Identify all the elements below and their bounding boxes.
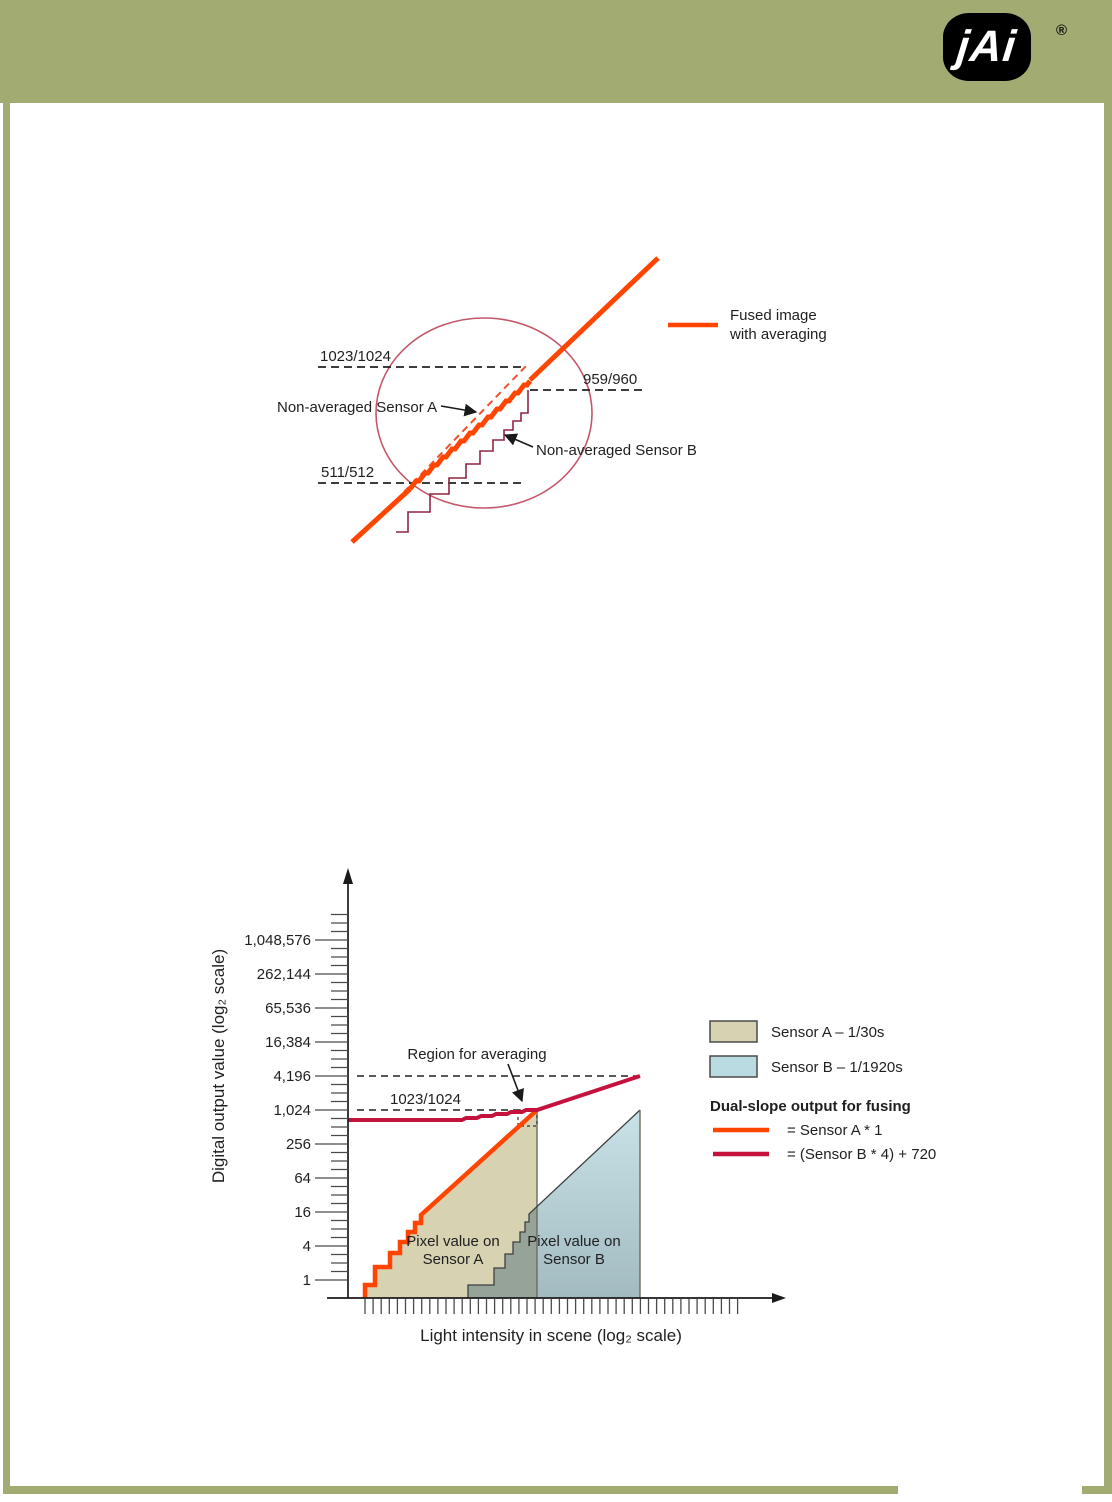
sensor-b-area-label-line1: Pixel value on [527,1233,620,1250]
averaging-region-label: Region for averaging [407,1046,546,1063]
level-511-label: 511/512 [321,464,374,481]
y-tick-label: 16,384 [265,1034,311,1051]
x-axis-ticks [364,1299,739,1314]
x-axis-arrow-icon [772,1293,786,1303]
y-tick-label: 16 [294,1204,311,1221]
fusion-legend: Fused image with averaging [668,307,827,343]
y-axis-arrow-icon [343,868,353,884]
right-border [1104,103,1112,1494]
level-1023-label: 1023/1024 [320,348,391,365]
y-tick-label: 1,048,576 [244,932,311,949]
legend-label-fuse-a: = Sensor A * 1 [787,1122,883,1139]
y-tick-label: 4 [303,1238,311,1255]
y-tick-label: 1 [303,1272,311,1289]
sensor-b-staircase [396,390,529,533]
legend-dual-slope-title: Dual-slope output for fusing [710,1098,911,1115]
y-axis-ticks [315,913,348,1281]
fused-line-averaged-steps [408,379,532,491]
sensor-a-arrow [440,403,478,417]
legend-label-fuse-b: = (Sensor B * 4) + 720 [787,1146,936,1163]
top-banner [0,0,1112,103]
fusion-diagram: 1023/1024 959/960 511/512 Non-averaged S… [277,256,827,544]
sensor-overlap-area [468,1206,537,1298]
y-tick-label: 256 [286,1136,311,1153]
y-tick-labels: 1 4 16 64 256 1,024 4,196 16,384 65,536 … [244,932,311,1289]
fusion-legend-label-line2: with averaging [729,326,827,343]
left-border [3,103,10,1494]
sensor-b-label: Non-averaged Sensor B [536,442,697,459]
sensor-a-label: Non-averaged Sensor A [277,399,437,416]
y-tick-label: 64 [294,1170,311,1187]
sensor-a-area-label-line2: Sensor A [423,1251,484,1268]
clip-level-label: 1023/1024 [390,1091,461,1108]
sensor-a-area [365,1110,537,1298]
chart-legend: Sensor A – 1/30s Sensor B – 1/1920s Dual… [709,1020,936,1163]
legend-label-sensor-a: Sensor A – 1/30s [771,1024,884,1041]
sensor-b-area-label-line2: Sensor B [543,1251,605,1268]
level-959-label: 959/960 [583,371,637,388]
y-tick-label: 262,144 [257,966,311,983]
fused-line-lower [350,487,412,544]
legend-label-sensor-b: Sensor B – 1/1920s [771,1059,903,1076]
y-axis-title: Digital output value (log₂ scale) [209,949,228,1183]
registered-trademark-icon: ® [1056,22,1068,39]
bottom-border-left [3,1486,898,1494]
sensor-b-arrow [503,433,534,448]
averaging-region-box [517,1109,538,1127]
legend-swatch-sensor-b [709,1055,758,1078]
x-axis-title: Light intensity in scene (log₂ scale) [420,1326,682,1345]
fused-line-upper [528,256,660,382]
legend-swatch-sensor-a [709,1020,758,1043]
highlight-circle [375,317,593,509]
averaging-region-arrow [507,1063,524,1103]
sensor-a-area-label-line1: Pixel value on [406,1233,499,1250]
bottom-border-right [1082,1486,1112,1494]
dual-slope-chart: 1 4 16 64 256 1,024 4,196 16,384 65,536 … [209,868,936,1345]
fusion-legend-label-line1: Fused image [730,307,817,324]
sensor-b-staircase-edge [467,1109,641,1298]
y-tick-label: 4,196 [273,1068,311,1085]
y-tick-label: 1,024 [273,1102,311,1119]
sensor-b-output-curve [348,1074,641,1122]
sensor-a-output-curve [362,1108,539,1298]
sensor-b-area [468,1110,640,1298]
jai-logo: jAi [943,13,1031,81]
y-tick-label: 65,536 [265,1000,311,1017]
